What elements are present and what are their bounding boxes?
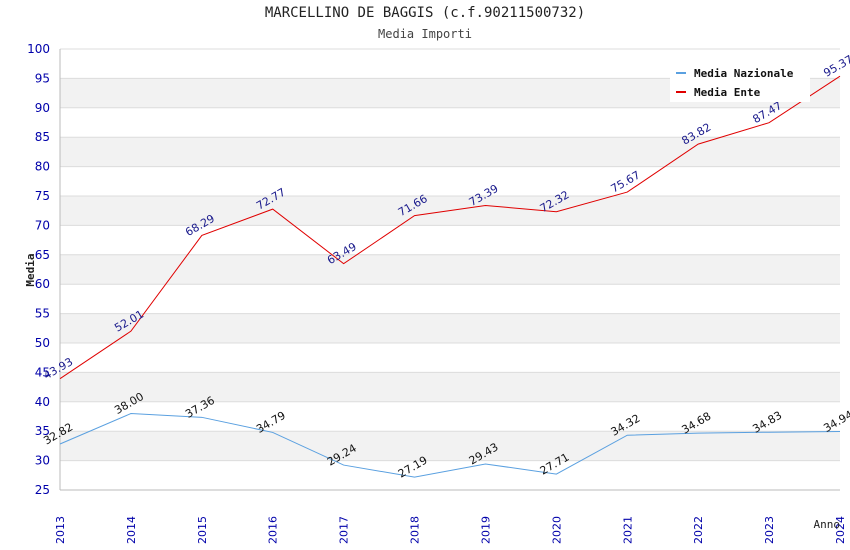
y-tick-label: 30 xyxy=(35,454,50,468)
y-tick-label: 80 xyxy=(35,160,50,174)
grid-band xyxy=(60,372,840,402)
series-line xyxy=(59,75,841,380)
grid-band xyxy=(60,431,840,461)
grid-band xyxy=(60,313,840,343)
y-tick-label: 90 xyxy=(35,101,50,115)
x-tick-label: 2023 xyxy=(763,516,776,544)
y-tick-label: 40 xyxy=(35,395,50,409)
y-tick-label: 85 xyxy=(35,130,50,144)
grid-band xyxy=(60,137,840,167)
y-tick-label: 25 xyxy=(35,483,50,497)
y-tick-label: 35 xyxy=(35,424,50,438)
x-tick-label: 2024 xyxy=(834,516,847,544)
x-tick-label: 2018 xyxy=(409,516,422,544)
x-tick-label: 2014 xyxy=(125,516,138,544)
x-axis-title: Anno xyxy=(814,518,841,531)
y-axis-title: Media xyxy=(24,253,37,286)
y-tick-label: 75 xyxy=(35,189,50,203)
x-tick-label: 2016 xyxy=(267,516,280,544)
legend-label: Media Nazionale xyxy=(694,67,794,80)
legend-box xyxy=(670,60,810,102)
x-tick-label: 2019 xyxy=(479,516,492,544)
x-tick-label: 2013 xyxy=(54,516,67,544)
x-tick-label: 2021 xyxy=(621,516,634,544)
y-tick-label: 50 xyxy=(35,336,50,350)
x-tick-label: 2022 xyxy=(692,516,705,544)
y-tick-label: 95 xyxy=(35,71,50,85)
legend-label: Media Ente xyxy=(694,86,761,99)
data-label: 95.37 xyxy=(821,53,850,80)
x-tick-label: 2020 xyxy=(550,516,563,544)
chart-subtitle: Media Importi xyxy=(378,27,472,41)
y-tick-label: 100 xyxy=(27,42,50,56)
y-tick-label: 55 xyxy=(35,307,50,321)
grid-band xyxy=(60,254,840,285)
y-tick-label: 60 xyxy=(35,277,50,291)
series-line xyxy=(59,413,841,478)
y-tick-label: 65 xyxy=(35,248,50,262)
data-label: 75.67 xyxy=(609,169,643,196)
y-tick-label: 45 xyxy=(35,365,50,379)
x-tick-label: 2017 xyxy=(338,516,351,544)
y-tick-label: 70 xyxy=(35,218,50,232)
x-tick-label: 2015 xyxy=(196,516,209,544)
chart-title: MARCELLINO DE BAGGIS (c.f.90211500732) xyxy=(264,5,586,21)
